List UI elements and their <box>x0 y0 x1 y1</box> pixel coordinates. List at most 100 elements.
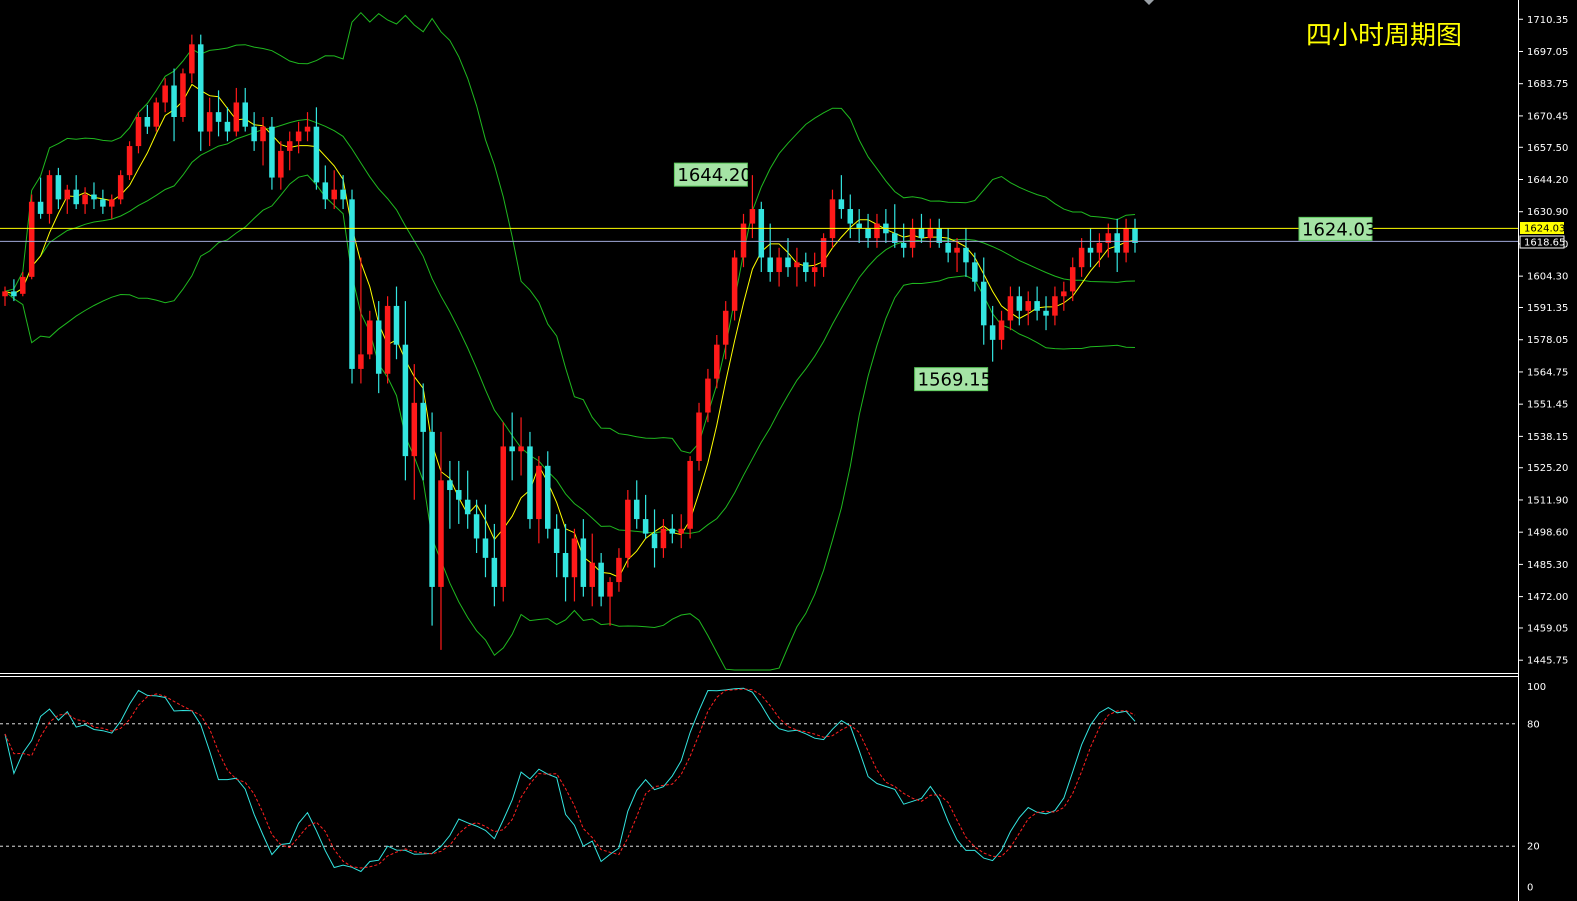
candle <box>571 528 578 602</box>
candle <box>100 189 106 214</box>
candle <box>322 165 329 210</box>
candle-body <box>64 189 71 200</box>
candle-body <box>100 199 106 207</box>
candle-body <box>1007 296 1014 321</box>
candle <box>616 548 622 592</box>
candle-body <box>651 533 658 549</box>
candle <box>749 175 756 239</box>
annotation-text: 1644.20 <box>677 165 751 186</box>
price-tick-label: 1459.05 <box>1527 623 1568 634</box>
candle <box>233 87 240 137</box>
candle <box>660 519 667 558</box>
candle <box>1052 286 1058 326</box>
candle-body <box>633 499 640 520</box>
candle <box>714 335 720 389</box>
candle <box>384 296 391 384</box>
candle-body <box>55 175 62 200</box>
candle <box>180 68 186 122</box>
price-tick-label: 1525.20 <box>1527 463 1568 474</box>
price-annotations: 1644.20 1569.15 1624.03 <box>673 162 1376 392</box>
candlesticks <box>2 34 1138 650</box>
price-tick-label: 1697.05 <box>1527 47 1568 58</box>
candle-body <box>215 112 222 122</box>
stoch-tick-label: 20 <box>1527 842 1540 853</box>
candle-body <box>1016 296 1023 311</box>
price-tick-label: 1657.50 <box>1527 143 1568 154</box>
candle <box>367 310 373 360</box>
candle-body <box>856 223 862 229</box>
price-tick-label: 1551.45 <box>1527 400 1568 411</box>
candle-body <box>189 44 195 74</box>
candle-body <box>367 320 373 355</box>
candle-body <box>500 446 507 587</box>
candle-body <box>384 305 391 374</box>
candle <box>349 189 355 384</box>
candle-body <box>794 262 800 268</box>
candle <box>456 460 462 524</box>
candle <box>224 107 231 142</box>
candle <box>215 90 222 137</box>
candle <box>73 175 79 210</box>
candle <box>206 97 213 147</box>
candle <box>28 194 35 280</box>
candle-body <box>705 378 711 413</box>
price-tick-label: 1564.75 <box>1527 367 1568 378</box>
candle <box>722 301 729 360</box>
candle <box>144 104 151 134</box>
candle <box>562 523 569 602</box>
candle <box>313 107 320 190</box>
candle <box>829 189 836 248</box>
candle-body <box>598 562 604 597</box>
candle-body <box>1061 291 1067 297</box>
candle <box>687 456 693 539</box>
candle-body <box>206 112 213 132</box>
candle <box>740 213 747 268</box>
candle <box>482 504 489 578</box>
candle-body <box>989 325 996 340</box>
price-tick-label: 1472.00 <box>1527 592 1568 603</box>
candle <box>980 257 987 345</box>
candle <box>1043 296 1049 331</box>
candle-body <box>936 228 943 243</box>
candle-body <box>1034 301 1040 311</box>
price-tick-label: 1498.60 <box>1527 528 1568 539</box>
candle <box>785 238 791 277</box>
candle <box>518 417 524 476</box>
candle <box>536 456 542 544</box>
candle <box>776 247 782 287</box>
candle <box>607 577 613 626</box>
candle <box>117 170 124 205</box>
price-tick-label: 1485.30 <box>1527 560 1568 571</box>
candle <box>678 514 684 549</box>
candle <box>171 68 177 142</box>
candle-body <box>616 557 622 583</box>
candle <box>954 238 960 273</box>
candle-body <box>803 262 809 273</box>
candle <box>340 175 346 210</box>
candle <box>998 310 1005 350</box>
candle-body <box>162 85 168 103</box>
stoch-tick-label: 100 <box>1527 682 1546 693</box>
candle-body <box>776 257 782 273</box>
candle <box>251 112 257 151</box>
candle-body <box>260 126 266 142</box>
candle <box>1069 257 1076 302</box>
candle-body <box>589 562 596 587</box>
candle <box>189 34 195 84</box>
candle-body <box>767 257 773 273</box>
candle-body <box>785 257 791 268</box>
current-price-badge-text: 1624.03 <box>1524 224 1565 235</box>
candle <box>900 223 907 258</box>
candle <box>162 78 168 113</box>
candle <box>91 182 97 210</box>
candle-body <box>536 465 542 520</box>
candle <box>838 175 845 219</box>
candle-body <box>1078 247 1085 268</box>
candle-body <box>1069 267 1076 292</box>
candle-body <box>509 446 515 452</box>
candle-body <box>687 460 693 529</box>
candle <box>633 480 640 529</box>
candle-body <box>313 126 320 183</box>
candle-body <box>402 344 409 457</box>
price-tick-label: 1644.20 <box>1527 175 1568 186</box>
